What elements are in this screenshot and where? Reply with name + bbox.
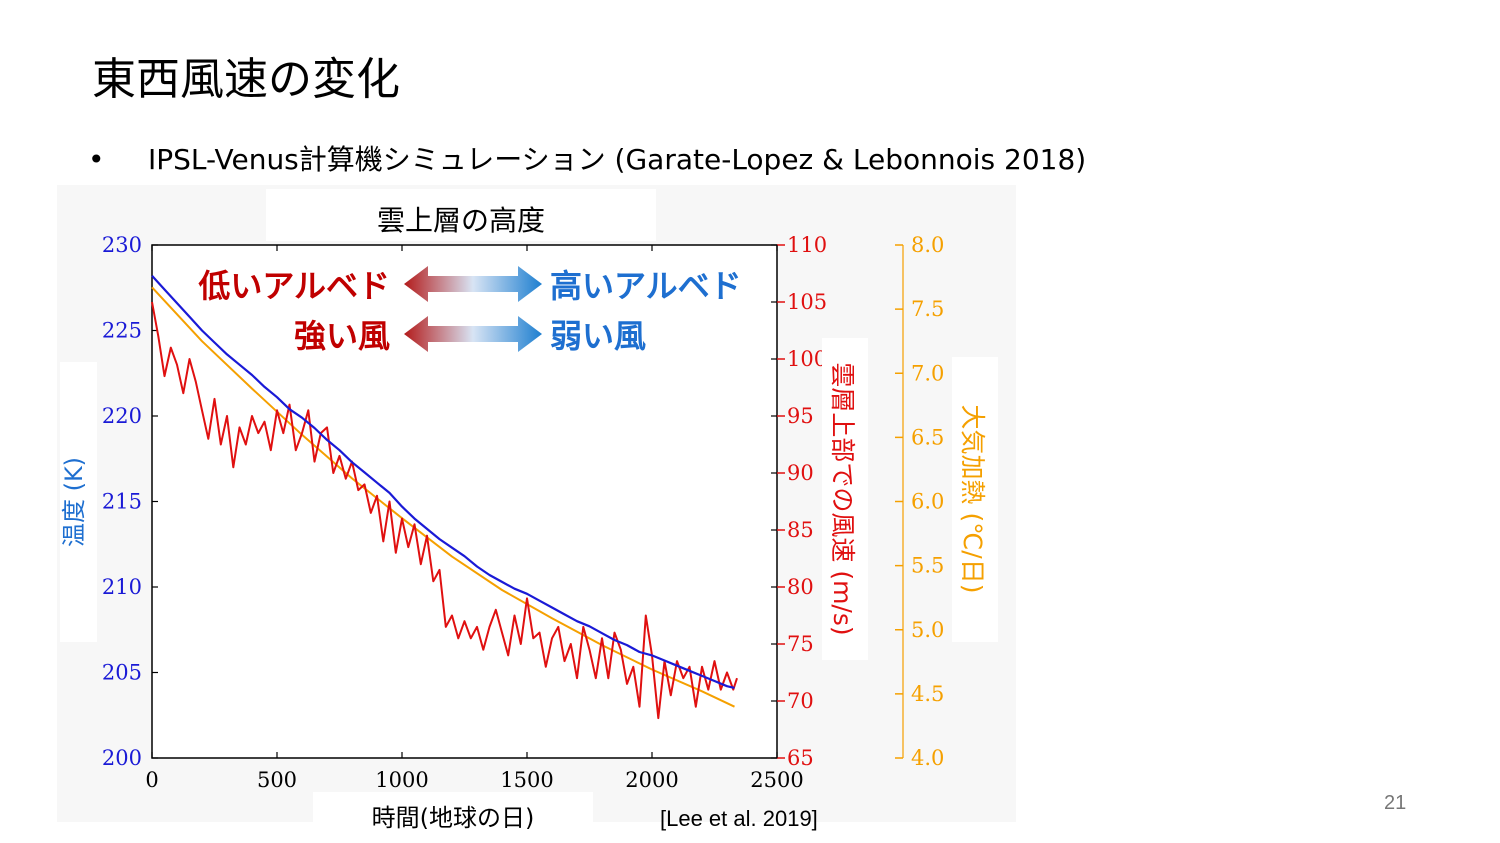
heating-tick-label: 4.5 <box>911 682 944 706</box>
heating-label-box <box>952 357 998 642</box>
wind-label-box <box>822 338 868 660</box>
x-tick-label: 0 <box>145 768 158 792</box>
heating-tick-label: 6.5 <box>911 425 944 449</box>
x-tick-label: 2000 <box>625 768 678 792</box>
temperature-tick-label: 200 <box>102 746 142 770</box>
temperature-tick-label: 215 <box>102 490 142 514</box>
heating-tick-label: 5.0 <box>911 618 944 642</box>
heating-tick-label: 7.5 <box>911 297 944 321</box>
x-tick-label: 500 <box>257 768 297 792</box>
heating-tick-label: 7.0 <box>911 361 944 385</box>
temperature-tick-label: 220 <box>102 404 142 428</box>
double-arrow-albedo <box>404 266 542 302</box>
x-tick-label: 1500 <box>500 768 553 792</box>
double-arrow-wind <box>404 316 542 352</box>
heating-tick-label: 6.0 <box>911 490 944 514</box>
temperature-series-line <box>151 275 735 689</box>
heating-axis-label: 大気加熱 (℃/日) <box>958 405 987 594</box>
temperature-tick-label: 205 <box>102 661 142 685</box>
wind-tick-label: 105 <box>787 290 827 314</box>
page-number: 21 <box>1384 792 1407 814</box>
bullet-item: • IPSL-Venus計算機シミュレーション (Garate-Lopez & L… <box>88 140 1086 180</box>
wind-tick-label: 90 <box>787 461 814 485</box>
slide-title: 東西風速の変化 <box>92 54 400 105</box>
series-layer <box>151 275 738 720</box>
temp-label-box <box>60 362 97 642</box>
bullet-text: IPSL-Venus計算機シミュレーション (Garate-Lopez & Le… <box>148 143 1087 176</box>
x-tick-label: 2500 <box>750 768 803 792</box>
wind-tick-label: 85 <box>787 518 814 542</box>
wind-tick-label: 95 <box>787 404 814 428</box>
bullet-dot: • <box>88 143 105 176</box>
wind-tick-label: 75 <box>787 632 814 656</box>
annotation-low-albedo: 低いアルベド <box>198 267 390 305</box>
temperature-tick-label: 230 <box>102 233 142 257</box>
wind-tick-label: 80 <box>787 575 814 599</box>
chart-title: 雲上層の高度 <box>377 204 545 237</box>
wind-tick-label: 65 <box>787 746 814 770</box>
plot-frame <box>151 244 778 759</box>
annotation-strong-wind: 強い風 <box>294 317 390 355</box>
wind-axis: 65 70 75 80 85 90 95 100 105 110 <box>771 233 827 770</box>
annotation-high-albedo: 高いアルベド <box>550 267 742 305</box>
x-tick-label: 1000 <box>375 768 428 792</box>
wind-series-line <box>151 301 738 720</box>
x-label-box <box>313 792 593 840</box>
citation: [Lee et al. 2019] <box>660 806 818 831</box>
heating-tick-label: 5.5 <box>911 554 944 578</box>
temperature-tick-label: 210 <box>102 575 142 599</box>
heating-axis: 4.0 4.5 5.0 5.5 6.0 6.5 7.0 7.5 8.0 <box>895 233 944 770</box>
temperature-axis-label: 温度 (K) <box>60 457 88 547</box>
heating-tick-label: 4.0 <box>911 746 944 770</box>
wind-axis-label: 雲層上部での風速 (m/s) <box>828 362 857 635</box>
x-axis: 0 500 1000 1500 2000 2500 <box>145 245 804 792</box>
wind-tick-label: 100 <box>787 347 827 371</box>
temperature-axis: 200 205 210 215 220 225 230 <box>102 233 158 770</box>
wind-tick-label: 110 <box>787 233 827 257</box>
heating-tick-label: 8.0 <box>911 233 944 257</box>
heating-series-line <box>151 286 735 708</box>
annotation-weak-wind: 弱い風 <box>550 317 646 355</box>
title-box <box>266 189 656 241</box>
wind-tick-label: 70 <box>787 689 814 713</box>
temperature-tick-label: 225 <box>102 319 142 343</box>
x-axis-label: 時間(地球の日) <box>372 804 535 832</box>
